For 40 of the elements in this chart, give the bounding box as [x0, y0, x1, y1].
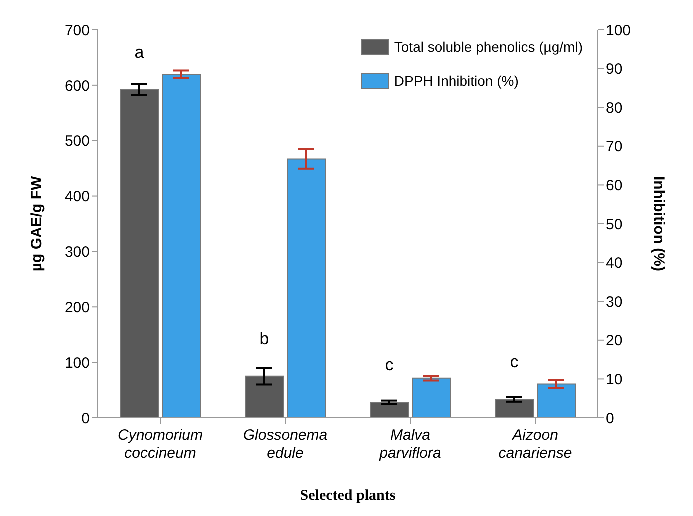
y2-tick-label: 80 [606, 100, 623, 117]
annotation: a [134, 42, 145, 62]
bar [412, 378, 451, 418]
annotation: b [260, 329, 270, 348]
y2-tick-label: 10 [606, 372, 623, 389]
y2-tick-label: 0 [606, 410, 614, 428]
y2-tick-label: 100 [606, 22, 632, 40]
bar [495, 399, 534, 418]
x-tick-label: Glossonema edule [243, 427, 328, 462]
y-tick-label: 100 [64, 354, 90, 372]
y-tick-label: 400 [64, 188, 90, 206]
y2-tick-label: 70 [606, 138, 623, 156]
y2-axis-title: Inhibition (%) [650, 176, 668, 272]
legend-label: Total soluble phenolics (µg/ml) [394, 38, 583, 57]
y-tick-label: 600 [64, 78, 90, 95]
annotation: c [385, 355, 394, 374]
y2-tick-label: 20 [606, 332, 623, 350]
x-tick-label: Cynomorium coccineum [118, 427, 204, 462]
y-tick-label: 200 [64, 299, 90, 316]
y-tick-label: 300 [64, 244, 90, 262]
bar [370, 402, 409, 418]
bar [287, 158, 326, 418]
y-tick-label: 0 [82, 410, 90, 428]
legend-label: DPPH Inhibition (%) [394, 72, 519, 91]
y-axis-title: µg GAE/g FW [28, 176, 46, 272]
y-tick-label: 700 [64, 22, 90, 40]
x-tick-label: Aizoon canariense [498, 427, 572, 462]
x-axis-title: Selected plants [300, 488, 396, 504]
bar [537, 384, 576, 418]
y2-tick-label: 50 [606, 216, 623, 234]
y-tick-label: 500 [64, 133, 90, 150]
annotation: c [510, 352, 520, 372]
x-tick-label: Malva parviflora [378, 427, 442, 462]
y2-tick-label: 60 [606, 178, 623, 195]
bar [162, 74, 201, 418]
y2-tick-label: 40 [606, 255, 623, 272]
y2-tick-label: 90 [606, 61, 623, 78]
bar [120, 89, 159, 418]
bar [245, 376, 284, 418]
y2-tick-label: 30 [606, 294, 623, 311]
